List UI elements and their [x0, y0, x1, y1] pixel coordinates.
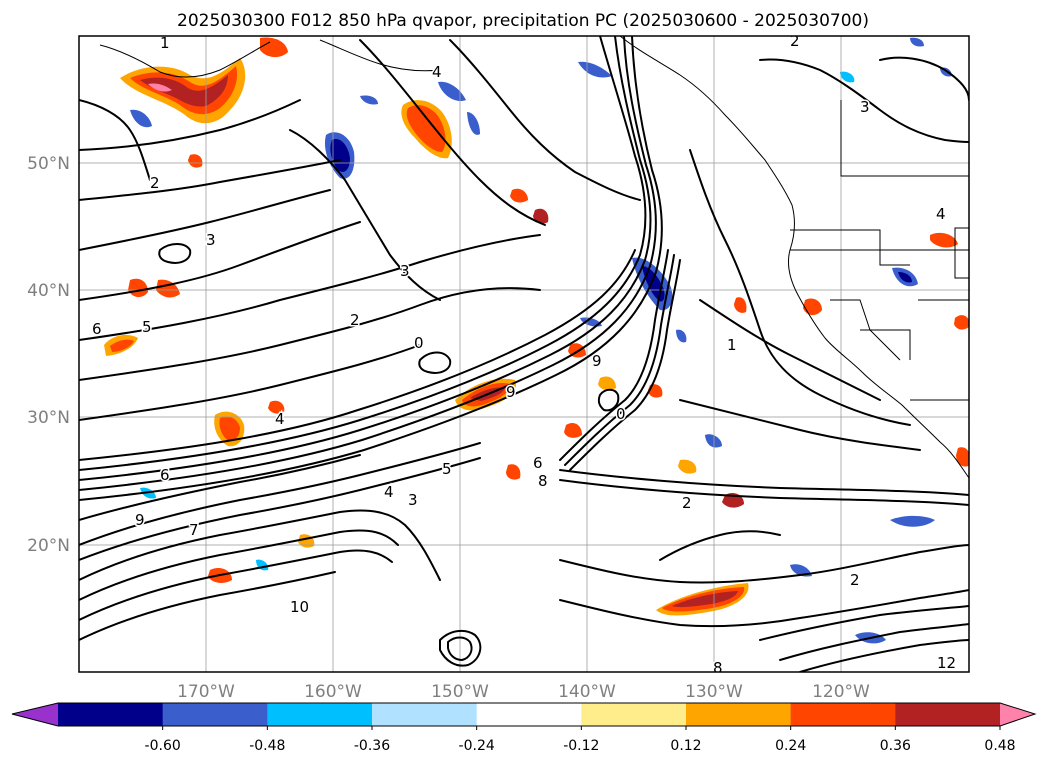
- colorbar-segment: [895, 703, 1001, 726]
- contour-label: 9: [506, 383, 516, 401]
- contour-label: 8: [713, 659, 723, 677]
- lat-label: 20°N: [27, 536, 70, 556]
- colorbar-tick-label: -0.24: [459, 738, 495, 754]
- contour-label: 5: [142, 318, 152, 336]
- contour-label: 4: [275, 410, 285, 428]
- longitude-labels: 170°W 160°W 150°W 140°W 130°W 120°W: [177, 682, 870, 702]
- colorbar-segment: [267, 703, 373, 726]
- map-border: [78, 35, 970, 673]
- contour-label: 6: [533, 454, 543, 472]
- colorbar-segment: [686, 703, 792, 726]
- contour-label: 10: [290, 598, 309, 616]
- lon-label: 120°W: [812, 682, 870, 702]
- lon-label: 140°W: [558, 682, 616, 702]
- latitude-labels: 50°N 40°N 30°N 20°N: [27, 154, 70, 556]
- colorbar-tick-labels: -0.60 -0.48 -0.36 -0.24 -0.12 0.12 0.24 0.36 0.4…: [145, 726, 1016, 754]
- contour-label: 2: [790, 32, 800, 50]
- colorbar-extend-high: [1000, 703, 1035, 726]
- qvapor-contour-labels: 1 2 2 2 3 3 3 4 4 4 5 5 6 6 6 8 8 9 9 9: [91, 32, 958, 677]
- contour-label: 4: [384, 483, 394, 501]
- contour-label: 9: [592, 352, 602, 370]
- lat-label: 30°N: [27, 408, 70, 428]
- colorbar-tick-label: -0.36: [354, 738, 390, 754]
- contour-label: 3: [400, 262, 410, 280]
- colorbar-segment: [581, 703, 687, 726]
- contour-label: 6: [160, 466, 170, 484]
- contour-label: 0: [414, 334, 424, 352]
- lon-label: 160°W: [304, 682, 362, 702]
- contour-label: 8: [538, 472, 548, 490]
- contour-label: 9: [135, 511, 145, 529]
- contour-label: 2: [350, 311, 360, 329]
- lat-label: 50°N: [27, 154, 70, 174]
- colorbar-extend-low: [12, 703, 58, 726]
- colorbar-tick-label: 0.48: [984, 738, 1015, 754]
- lon-label: 130°W: [685, 682, 743, 702]
- colorbar-segment: [372, 703, 478, 726]
- contour-label: 3: [860, 98, 870, 116]
- lat-label: 40°N: [27, 281, 70, 301]
- colorbar-tick-label: 0.36: [880, 738, 911, 754]
- map-panel: 1 2 2 2 3 3 3 4 4 4 5 5 6 6 6 8 8 9 9 9: [78, 32, 970, 677]
- colorbar: -0.60 -0.48 -0.36 -0.24 -0.12 0.12 0.24 0.36 0.4…: [11, 702, 1037, 754]
- contour-label: 1: [160, 34, 170, 52]
- contour-label: 4: [432, 63, 442, 81]
- contour-label: 4: [936, 205, 946, 223]
- contour-label: 1: [727, 336, 737, 354]
- contour-label: 5: [442, 460, 452, 478]
- contour-label: 12: [937, 654, 956, 672]
- contour-label: 0: [616, 405, 626, 423]
- colorbar-tick-label: -0.12: [563, 738, 599, 754]
- contour-label: 2: [682, 494, 692, 512]
- figure-title: 2025030300 F012 850 hPa qvapor, precipit…: [177, 11, 869, 31]
- colorbar-tick-label: -0.48: [249, 738, 285, 754]
- contour-label: 2: [150, 174, 160, 192]
- lon-label: 170°W: [177, 682, 235, 702]
- colorbar-segment: [790, 703, 896, 726]
- contour-label: 2: [850, 571, 860, 589]
- coastlines: [99, 36, 969, 479]
- contour-label: 3: [206, 231, 216, 249]
- contour-label: 7: [189, 521, 199, 539]
- lon-label: 150°W: [431, 682, 489, 702]
- colorbar-outline: [11, 702, 1037, 727]
- contour-label: 6: [92, 320, 102, 338]
- colorbar-segment: [58, 703, 164, 726]
- colorbar-segments: [12, 703, 1035, 726]
- contour-label: 3: [408, 491, 418, 509]
- colorbar-tick-label: 0.12: [670, 738, 701, 754]
- colorbar-tick-label: 0.24: [775, 738, 806, 754]
- colorbar-tick-label: -0.60: [145, 738, 181, 754]
- qvapor-contours: [79, 36, 969, 672]
- colorbar-segment: [162, 703, 268, 726]
- colorbar-segment: [476, 703, 582, 726]
